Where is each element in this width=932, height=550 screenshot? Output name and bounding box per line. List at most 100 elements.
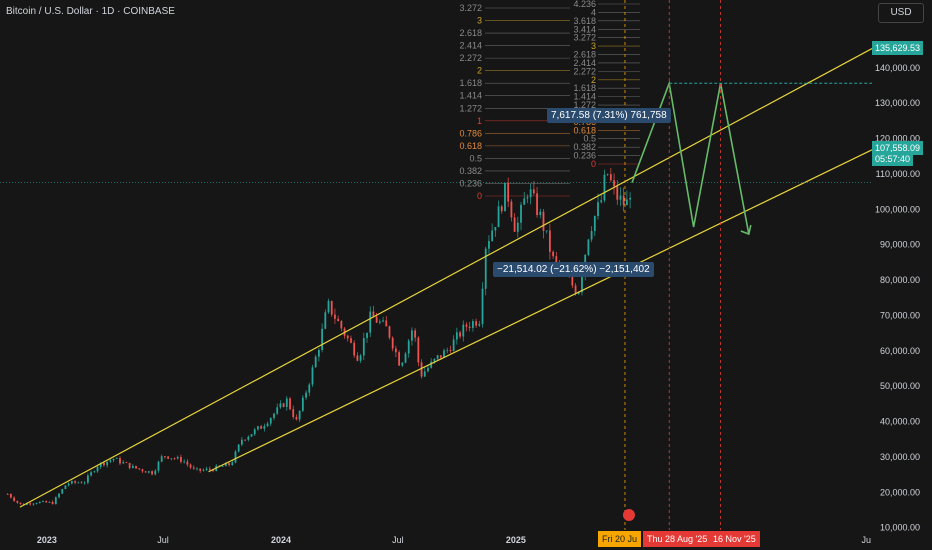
candle-body bbox=[16, 500, 19, 503]
fib-level-label: 4 bbox=[591, 7, 596, 17]
candle-body bbox=[125, 462, 128, 464]
candle-body bbox=[465, 324, 468, 327]
candle-body bbox=[241, 439, 243, 445]
candle-body bbox=[144, 471, 147, 473]
candle-body bbox=[471, 321, 474, 328]
candle-body bbox=[507, 182, 510, 202]
candle-body bbox=[170, 458, 173, 460]
candle-body bbox=[555, 256, 558, 263]
candle-body bbox=[391, 337, 394, 349]
candle-body bbox=[548, 230, 551, 252]
candle-body bbox=[500, 206, 503, 212]
candle-body bbox=[385, 320, 388, 327]
price-axis[interactable]: 10,000.00 20,000.00 30,000.00 40,000.00 50,0… bbox=[872, 0, 932, 550]
candle-body bbox=[138, 468, 141, 470]
candle-body bbox=[173, 458, 176, 460]
fib-level-label: 3 bbox=[477, 16, 482, 26]
candle-body bbox=[455, 332, 458, 340]
candle-body bbox=[478, 323, 481, 326]
price-axis-tick: 120,000.00 bbox=[875, 134, 920, 144]
candle-body bbox=[189, 464, 192, 468]
candle-body bbox=[321, 328, 324, 350]
candle-body bbox=[13, 497, 16, 501]
fib-level-label: 2 bbox=[591, 75, 596, 85]
date-tag-peak-1: Thu 28 Aug '25 bbox=[643, 531, 712, 547]
candle-body bbox=[231, 462, 234, 466]
candle-body bbox=[597, 202, 599, 217]
candle-body bbox=[369, 311, 372, 333]
candle-body bbox=[147, 471, 150, 473]
fib-level-label: 3.272 bbox=[573, 33, 596, 43]
candle-body bbox=[93, 471, 96, 473]
candle-body bbox=[459, 332, 461, 337]
candle-body bbox=[289, 398, 291, 410]
candle-body bbox=[282, 403, 285, 407]
candle-body bbox=[167, 456, 170, 459]
candle-body bbox=[574, 285, 577, 294]
candle-body bbox=[350, 338, 352, 343]
candle-body bbox=[128, 462, 131, 469]
candle-body bbox=[430, 361, 433, 368]
candle-body bbox=[112, 458, 115, 461]
candle-body bbox=[244, 439, 247, 441]
candle-body bbox=[87, 475, 89, 483]
candle-body bbox=[122, 462, 125, 464]
candle-body bbox=[202, 469, 205, 471]
countdown-tag: 05:57:40 bbox=[872, 152, 914, 166]
candle-body bbox=[520, 204, 522, 223]
fib-level-label: 0 bbox=[477, 191, 482, 201]
price-axis-tick: 20,000.00 bbox=[880, 487, 920, 497]
price-axis-tick: 30,000.00 bbox=[880, 452, 920, 462]
date-tag-start: Fri 20 Ju bbox=[598, 531, 642, 547]
candle-body bbox=[106, 461, 109, 466]
fib-level-label: 1.414 bbox=[573, 92, 596, 102]
fib-level-label: 0.236 bbox=[459, 178, 482, 188]
candle-body bbox=[494, 227, 497, 231]
candle-body bbox=[19, 502, 22, 505]
candle-body bbox=[157, 461, 160, 471]
candle-body bbox=[109, 460, 112, 462]
candlestick-series bbox=[6, 167, 631, 506]
candle-body bbox=[587, 239, 590, 255]
candle-body bbox=[622, 195, 625, 206]
candle-body bbox=[32, 503, 35, 505]
candle-body bbox=[523, 198, 526, 205]
candle-body bbox=[253, 429, 256, 435]
trendline-layer bbox=[19, 48, 873, 508]
time-axis-tick: 2023 bbox=[37, 535, 57, 545]
candle-body bbox=[356, 355, 359, 361]
candle-body bbox=[420, 362, 423, 377]
candle-body bbox=[427, 367, 429, 372]
fib-level-label: 0 bbox=[591, 159, 596, 169]
candle-body bbox=[407, 340, 410, 354]
candle-body bbox=[180, 456, 182, 462]
fib-level-label: 2.618 bbox=[573, 50, 596, 60]
candle-body bbox=[446, 349, 449, 351]
candle-body bbox=[468, 326, 471, 328]
candle-body bbox=[196, 468, 198, 470]
currency-button[interactable]: USD bbox=[878, 3, 924, 23]
candle-body bbox=[436, 355, 439, 359]
candle-body bbox=[38, 501, 41, 504]
candle-body bbox=[613, 180, 615, 187]
candle-body bbox=[609, 174, 612, 181]
price-axis-tick: 40,000.00 bbox=[880, 417, 920, 427]
candle-body bbox=[90, 472, 93, 476]
candle-body bbox=[398, 352, 401, 366]
candle-body bbox=[619, 195, 622, 200]
fib-level-label: 1 bbox=[477, 116, 482, 126]
fib-level-label: 2 bbox=[477, 66, 482, 76]
candle-body bbox=[382, 320, 384, 322]
candle-body bbox=[35, 503, 38, 504]
fib-level-label: 0.786 bbox=[459, 128, 482, 138]
candle-body bbox=[375, 316, 378, 323]
candle-body bbox=[439, 355, 442, 358]
fib-level-label: 1.618 bbox=[459, 78, 482, 88]
fib-level-label: 0.618 bbox=[573, 125, 596, 135]
fib-level-label: 3.414 bbox=[573, 24, 596, 34]
candle-body bbox=[234, 451, 237, 463]
fib-level-label: 0.618 bbox=[459, 141, 482, 151]
candle-body bbox=[516, 222, 519, 232]
candle-body bbox=[80, 482, 83, 484]
